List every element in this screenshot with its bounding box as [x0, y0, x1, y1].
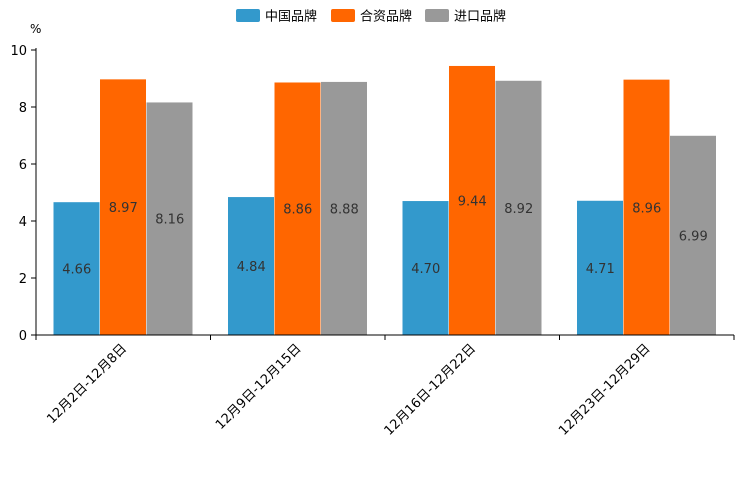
- y-axis: 0 2 4 6 8 10: [10, 44, 37, 344]
- y-tick-label: 0: [19, 329, 27, 344]
- x-category-label-2: 12月9日-12月15日: [213, 341, 305, 433]
- bar-2-1[interactable]: [228, 197, 274, 335]
- data-label-2-2: 8.86: [283, 203, 312, 218]
- bar-2-3[interactable]: [321, 81, 367, 335]
- data-label-3-1: 4.70: [411, 262, 440, 277]
- bar-2-2[interactable]: [274, 82, 321, 336]
- data-label-4-3: 6.99: [679, 229, 708, 244]
- bars: [53, 65, 716, 336]
- data-label-4-1: 4.71: [586, 262, 615, 277]
- data-labels: 4.66 8.97 8.16 4.84 8.86 8.88 4.70 9.44 8.92 4.71…: [62, 194, 707, 277]
- data-label-2-3: 8.88: [330, 202, 359, 217]
- legend-label-1[interactable]: 中国品牌: [265, 9, 317, 25]
- x-category-label-3: 12月16日-12月22日: [382, 341, 479, 438]
- y-tick-label: 4: [19, 215, 27, 230]
- bar-3-3[interactable]: [495, 80, 542, 335]
- legend-label-2[interactable]: 合资品牌: [360, 9, 412, 25]
- data-label-1-1: 4.66: [62, 263, 91, 278]
- bar-3-1[interactable]: [402, 201, 449, 335]
- y-tick-label: 6: [19, 158, 27, 173]
- data-label-3-2: 9.44: [458, 194, 487, 209]
- data-label-1-3: 8.16: [155, 213, 184, 228]
- bar-3-2[interactable]: [449, 65, 495, 336]
- legend-swatch-1[interactable]: [236, 9, 260, 22]
- y-tick-label: 2: [19, 272, 27, 287]
- data-label-4-2: 8.96: [632, 201, 661, 216]
- bar-4-2[interactable]: [623, 79, 670, 335]
- bar-1-1[interactable]: [53, 202, 100, 335]
- x-category-label-1: 12月2日-12月8日: [44, 341, 130, 427]
- bar-1-2[interactable]: [100, 79, 146, 335]
- legend: 中国品牌 合资品牌 进口品牌: [236, 9, 506, 25]
- y-tick-label: 10: [10, 44, 27, 59]
- x-axis: 12月2日-12月8日 12月9日-12月15日 12月16日-12月22日 12月2…: [35, 334, 735, 439]
- bar-1-3[interactable]: [146, 102, 193, 335]
- data-label-1-2: 8.97: [109, 201, 138, 216]
- x-category-label-4: 12月23日-12月29日: [556, 341, 653, 438]
- legend-label-3[interactable]: 进口品牌: [454, 9, 506, 25]
- legend-swatch-3[interactable]: [425, 9, 449, 22]
- bar-4-1[interactable]: [577, 200, 623, 335]
- data-label-2-1: 4.84: [237, 260, 266, 275]
- y-axis-unit-label: %: [30, 22, 41, 36]
- legend-swatch-2[interactable]: [331, 9, 355, 22]
- bar-4-3[interactable]: [670, 135, 716, 335]
- y-tick-label: 8: [19, 101, 27, 116]
- data-label-3-3: 8.92: [504, 202, 533, 217]
